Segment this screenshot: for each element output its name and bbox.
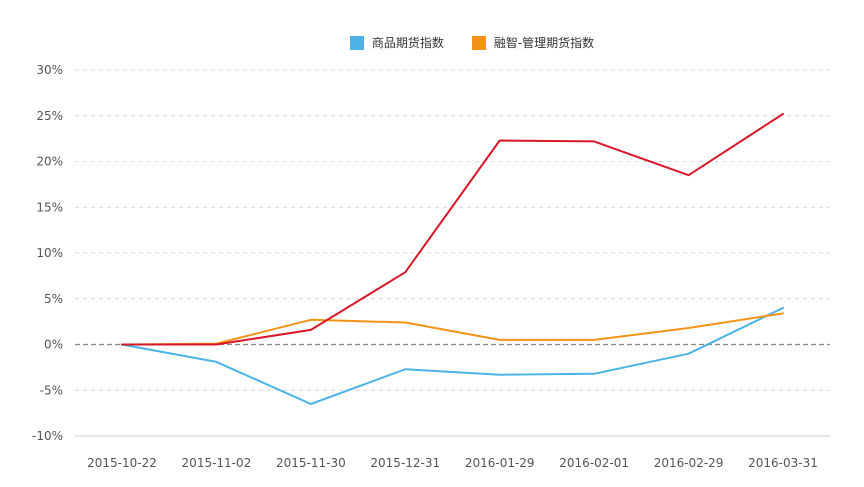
y-tick-label: 10%: [36, 246, 63, 260]
x-tick-label: 2015-11-30: [276, 456, 346, 470]
y-tick-label: 0%: [44, 338, 63, 352]
y-tick-label: 20%: [36, 155, 63, 169]
legend-label-managed-futures: 融智-管理期货指数: [493, 36, 595, 50]
x-tick-label: 2015-11-02: [182, 456, 252, 470]
y-tick-label: 25%: [36, 109, 63, 123]
legend: 商品期货指数 融智-管理期货指数: [40, 34, 864, 51]
legend-swatch-commodity: [349, 35, 364, 50]
y-tick-label: 15%: [36, 200, 63, 214]
x-tick-label: 2016-01-29: [465, 456, 535, 470]
series-line: [121, 312, 784, 346]
x-tick-label: 2016-03-31: [748, 456, 818, 470]
series-line: [121, 306, 784, 405]
x-tick-label: 2015-10-22: [87, 456, 157, 470]
legend-label-commodity: 商品期货指数: [371, 36, 444, 50]
legend-swatch-managed-futures: [471, 35, 486, 50]
y-tick-label: 30%: [36, 63, 63, 77]
y-tick-label: -5%: [40, 383, 63, 397]
x-tick-label: 2016-02-29: [654, 456, 724, 470]
y-tick-label: 5%: [44, 292, 63, 306]
y-tick-label: -10%: [32, 429, 63, 443]
legend-item-commodity[interactable]: 商品期货指数: [349, 34, 444, 51]
x-tick-label: 2016-02-01: [559, 456, 629, 470]
legend-item-managed-futures[interactable]: 融智-管理期货指数: [471, 34, 595, 51]
x-tick-label: 2015-12-31: [370, 456, 440, 470]
series-line: [121, 112, 784, 346]
